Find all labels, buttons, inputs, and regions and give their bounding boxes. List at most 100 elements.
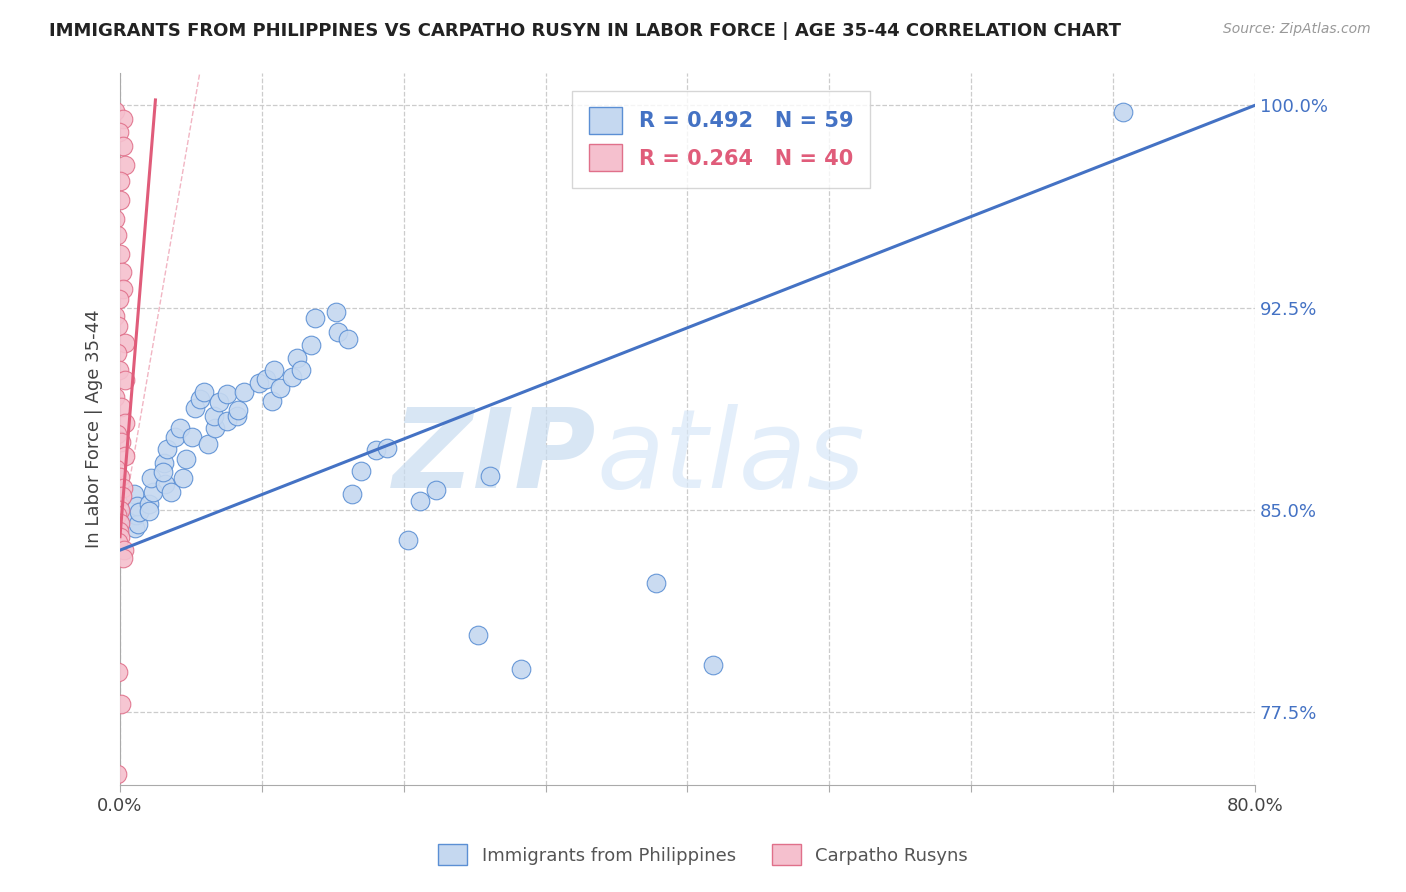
Point (112, 543, 135, 558)
Y-axis label: In Labor Force | Age 35-44: In Labor Force | Age 35-44 (86, 310, 103, 549)
Point (111, 489, 134, 503)
Point (1112, 105, 1135, 120)
Point (350, 464, 373, 478)
Point (226, 403, 249, 417)
Point (215, 413, 238, 427)
Point (478, 469, 501, 483)
Legend: R = 0.492   N = 59, R = 0.264   N = 40: R = 0.492 N = 59, R = 0.264 N = 40 (572, 90, 870, 188)
Point (169, 421, 191, 435)
Point (152, 457, 174, 471)
Point (247, 376, 270, 390)
Point (141, 471, 163, 485)
Point (111, 138, 134, 153)
Legend: Immigrants from Philippines, Carpatho Rusyns: Immigrants from Philippines, Carpatho Ru… (432, 837, 974, 872)
Point (467, 628, 489, 642)
Point (304, 311, 326, 326)
Point (125, 508, 148, 522)
Point (111, 551, 134, 566)
Point (174, 451, 197, 466)
Point (110, 435, 132, 450)
Point (326, 325, 349, 339)
Point (396, 533, 419, 548)
Point (290, 363, 312, 377)
Point (114, 158, 136, 172)
Point (107, 319, 129, 334)
Text: Source: ZipAtlas.com: Source: ZipAtlas.com (1223, 22, 1371, 37)
Text: atlas: atlas (596, 404, 865, 511)
Point (190, 392, 212, 407)
Point (112, 112, 135, 126)
Point (156, 442, 179, 456)
Point (108, 246, 131, 260)
Text: ZIP: ZIP (394, 404, 596, 511)
Point (260, 394, 283, 409)
Point (108, 193, 131, 207)
Point (112, 282, 135, 296)
Point (108, 516, 131, 531)
Point (105, 227, 128, 242)
Point (111, 481, 134, 495)
Point (204, 420, 226, 434)
Point (110, 697, 132, 711)
Point (142, 485, 165, 500)
Point (281, 369, 304, 384)
Point (105, 346, 128, 360)
Point (263, 362, 285, 376)
Point (172, 471, 194, 485)
Point (285, 351, 308, 366)
Point (702, 657, 724, 672)
Point (107, 535, 129, 549)
Point (155, 476, 177, 491)
Point (232, 384, 254, 399)
Point (104, 462, 127, 476)
Point (342, 486, 364, 500)
Point (337, 332, 360, 346)
Point (110, 401, 132, 415)
Point (104, 103, 127, 118)
Point (107, 524, 129, 539)
Point (104, 309, 127, 323)
Point (122, 487, 145, 501)
Point (197, 436, 219, 450)
Point (644, 575, 666, 590)
Point (226, 409, 249, 423)
Point (202, 409, 225, 424)
Text: IMMIGRANTS FROM PHILIPPINES VS CARPATHO RUSYN IN LABOR FORCE | AGE 35-44 CORRELA: IMMIGRANTS FROM PHILIPPINES VS CARPATHO … (49, 22, 1121, 40)
Point (108, 530, 131, 544)
Point (111, 265, 134, 279)
Point (104, 211, 127, 226)
Point (163, 430, 186, 444)
Point (124, 521, 146, 535)
Point (108, 502, 131, 516)
Point (128, 504, 150, 518)
Point (208, 395, 231, 409)
Point (114, 373, 136, 387)
Point (152, 465, 174, 479)
Point (138, 497, 160, 511)
Point (375, 441, 398, 455)
Point (107, 665, 129, 679)
Point (193, 385, 215, 400)
Point (110, 174, 132, 188)
Point (217, 386, 239, 401)
Point (364, 443, 387, 458)
Point (114, 417, 136, 431)
Point (138, 504, 160, 518)
Point (110, 470, 132, 484)
Point (325, 304, 347, 318)
Point (425, 483, 447, 497)
Point (127, 517, 149, 532)
Point (105, 427, 128, 442)
Point (115, 512, 138, 526)
Point (184, 401, 207, 415)
Point (108, 125, 131, 139)
Point (108, 362, 131, 376)
Point (301, 337, 323, 351)
Point (105, 508, 128, 523)
Point (409, 493, 432, 508)
Point (125, 500, 148, 514)
Point (114, 335, 136, 350)
Point (254, 372, 277, 386)
Point (509, 662, 531, 676)
Point (107, 767, 129, 781)
